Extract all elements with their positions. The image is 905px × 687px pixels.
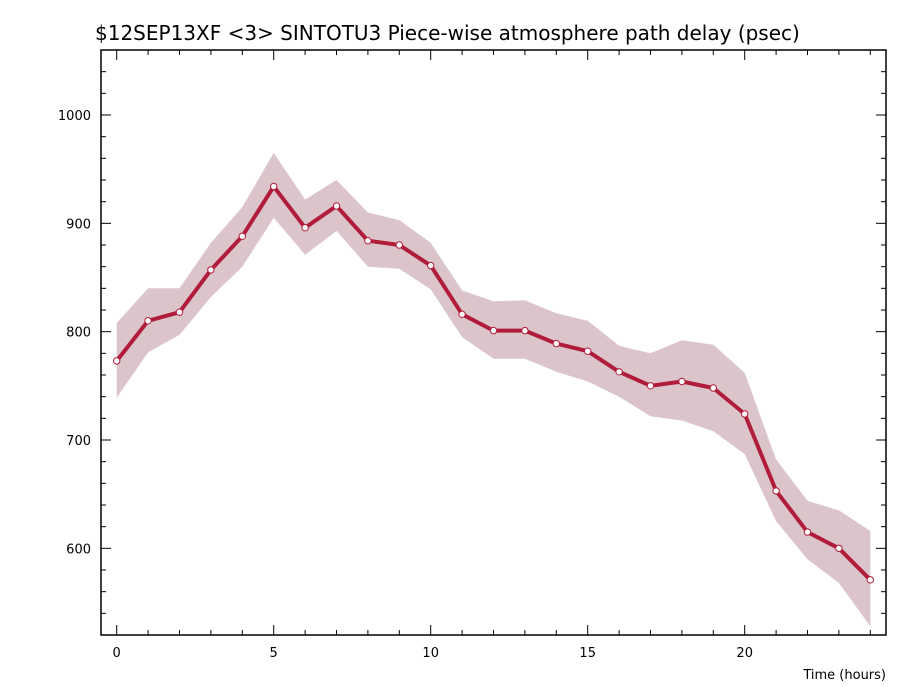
data-point-layer [113, 182, 874, 584]
y-tick-label: 800 [66, 326, 91, 341]
data-point [709, 384, 717, 392]
data-point [270, 182, 278, 191]
data-point [113, 357, 121, 365]
data-point [741, 410, 749, 418]
data-point [301, 224, 309, 232]
x-tick-label: 5 [270, 646, 278, 661]
tick-labels: 0 5 10 15 20 600 700 800 900 1000 [58, 109, 753, 661]
data-point [458, 310, 466, 318]
x-tick-label: 10 [422, 646, 439, 661]
data-point [552, 339, 560, 348]
data-point [364, 237, 372, 245]
data-point [678, 377, 686, 386]
y-tick-label: 1000 [58, 109, 91, 124]
uncertainty-band [116, 152, 871, 627]
y-tick-label: 600 [66, 542, 91, 557]
y-tick-label: 700 [66, 434, 91, 449]
x-tick-label: 0 [113, 646, 121, 661]
data-point [615, 368, 623, 376]
data-point [772, 487, 780, 495]
x-tick-label: 20 [736, 646, 753, 661]
data-point [803, 528, 812, 536]
x-tick-label: 15 [579, 646, 596, 661]
data-point [584, 347, 592, 355]
uncertainty-band-layer [116, 152, 871, 627]
data-point [395, 241, 403, 249]
data-point [144, 317, 152, 325]
data-point [835, 544, 843, 552]
axis-ticks [101, 49, 886, 635]
data-point [646, 382, 655, 390]
x-axis-label: Time (hours) [802, 668, 886, 683]
data-point [175, 308, 184, 316]
data-point [866, 576, 874, 584]
data-point [521, 326, 529, 335]
data-point [238, 232, 247, 241]
plot-frame [100, 49, 887, 636]
data-point [332, 202, 341, 210]
chart-title: $12SEP13XF <3> SINTOTU3 Piece-wise atmos… [95, 21, 800, 45]
data-point [489, 326, 498, 335]
y-tick-label: 900 [66, 217, 91, 232]
data-point [427, 261, 435, 270]
data-point [207, 266, 215, 274]
